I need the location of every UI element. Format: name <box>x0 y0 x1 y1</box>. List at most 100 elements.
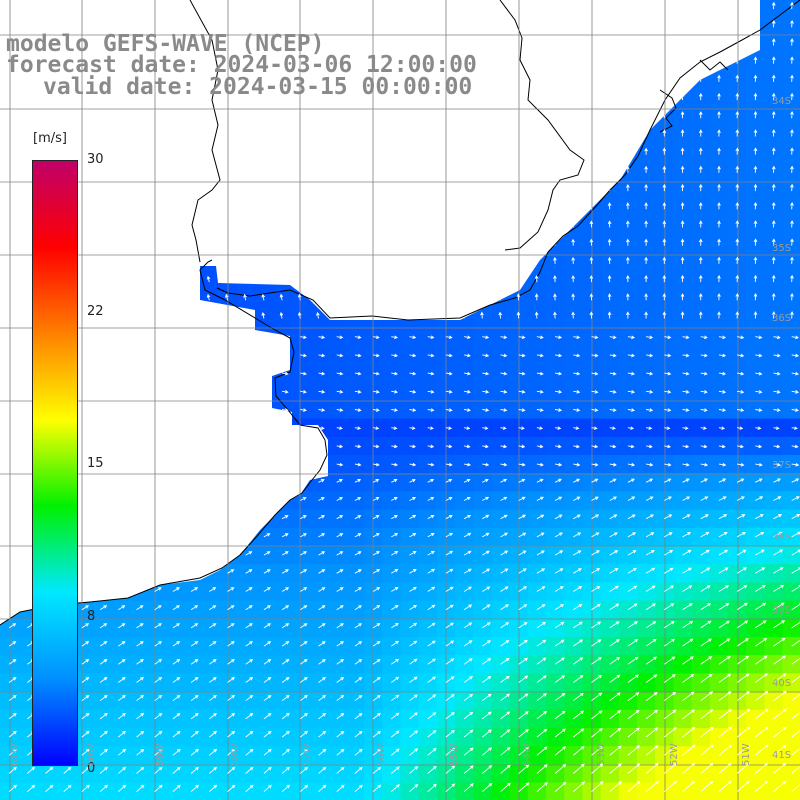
wind-arrow <box>463 496 471 501</box>
wind-arrow <box>99 623 108 629</box>
wind-arrow <box>553 202 557 210</box>
wind-arrow <box>626 20 630 28</box>
wind-arrow <box>680 20 685 28</box>
wind-cell <box>782 691 800 711</box>
wind-cell <box>764 109 784 128</box>
wind-arrow <box>336 623 344 629</box>
wind-arrow <box>771 147 776 155</box>
wind-arrow <box>407 238 411 246</box>
wind-arrow <box>464 408 471 412</box>
wind-cell <box>709 218 729 238</box>
wind-arrow <box>245 497 253 501</box>
wind-arrow <box>409 515 417 520</box>
wind-arrow <box>336 587 344 592</box>
wind-arrow <box>571 311 575 319</box>
wind-arrow <box>279 148 284 155</box>
wind-arrow <box>154 426 161 430</box>
wind-arrow <box>698 20 703 28</box>
wind-arrow <box>297 311 302 319</box>
wind-arrow <box>646 353 654 358</box>
wind-arrow <box>737 390 745 394</box>
wind-arrow <box>318 426 325 430</box>
wind-arrow <box>81 353 89 358</box>
wind-arrow <box>571 256 575 264</box>
wind-arrow <box>81 444 89 449</box>
wind-arrow <box>717 183 721 192</box>
wind-arrow <box>700 408 708 412</box>
wind-arrow <box>480 293 484 301</box>
wind-arrow <box>300 587 308 592</box>
wind-arrow <box>500 514 508 520</box>
wind-arrow <box>391 622 399 629</box>
colorbar-unit: [m/s] <box>33 131 67 146</box>
wind-arrow <box>443 38 448 46</box>
wind-arrow <box>771 19 776 28</box>
wind-arrow <box>500 371 508 376</box>
wind-arrow <box>115 239 120 246</box>
wind-arrow <box>464 444 471 449</box>
wind-arrow <box>737 371 745 376</box>
wind-arrow <box>664 496 672 501</box>
wind-arrow <box>682 335 690 340</box>
wind-arrow <box>607 311 612 319</box>
wind-arrow <box>373 426 380 430</box>
wind-arrow <box>279 311 284 319</box>
wind-arrow <box>536 478 544 483</box>
wind-arrow <box>243 220 247 228</box>
wind-arrow <box>388 275 393 283</box>
wind-arrow <box>644 220 648 228</box>
wind-arrow <box>753 38 758 46</box>
wind-arrow <box>718 444 726 449</box>
wind-arrow <box>591 568 601 574</box>
wind-arrow <box>589 202 594 210</box>
wind-arrow <box>573 444 580 449</box>
wind-cell <box>782 746 800 765</box>
wind-arrow <box>589 20 594 28</box>
wind-arrow <box>461 202 466 210</box>
wind-arrow <box>771 292 776 301</box>
wind-arrow <box>755 390 763 394</box>
wind-arrow <box>700 567 711 574</box>
wind-arrow <box>152 93 156 101</box>
wind-arrow <box>391 586 399 592</box>
wind-arrow <box>591 603 601 611</box>
wind-cell <box>764 0 784 19</box>
wind-arrow <box>443 165 448 173</box>
wind-arrow <box>771 165 776 173</box>
wind-cell <box>782 345 800 365</box>
wind-arrow <box>354 335 362 340</box>
wind-arrow <box>24 275 29 283</box>
wind-arrow <box>555 408 563 412</box>
wind-arrow <box>336 569 344 574</box>
wind-arrow <box>279 184 284 192</box>
wind-arrow <box>206 184 211 192</box>
wind-arrow <box>136 533 144 538</box>
lon-label: 54W <box>522 743 533 766</box>
wind-cell <box>600 273 620 292</box>
wind-arrow <box>753 201 758 210</box>
wind-arrow <box>133 75 138 83</box>
wind-cell <box>782 36 800 56</box>
wind-arrow <box>136 462 144 467</box>
wind-arrow <box>99 479 107 483</box>
wind-arrow <box>682 444 690 449</box>
wind-arrow <box>354 444 362 449</box>
wind-arrow <box>154 462 162 467</box>
wind-arrow <box>391 408 399 412</box>
colorbar-tick: 8 <box>87 609 96 624</box>
wind-cell <box>782 109 800 128</box>
wind-arrow <box>445 390 453 394</box>
wind-arrow <box>718 585 730 592</box>
wind-arrow <box>717 129 721 137</box>
wind-arrow <box>152 293 156 301</box>
wind-arrow <box>571 93 575 101</box>
colorbar-tick: 30 <box>87 152 104 167</box>
wind-arrow <box>300 533 307 538</box>
wind-arrow <box>773 584 785 592</box>
wind-arrow <box>334 220 338 228</box>
wind-arrow <box>518 390 526 394</box>
wind-cell <box>746 109 765 128</box>
wind-arrow <box>662 183 667 192</box>
wind-arrow <box>664 426 671 430</box>
wind-arrow <box>736 602 748 611</box>
